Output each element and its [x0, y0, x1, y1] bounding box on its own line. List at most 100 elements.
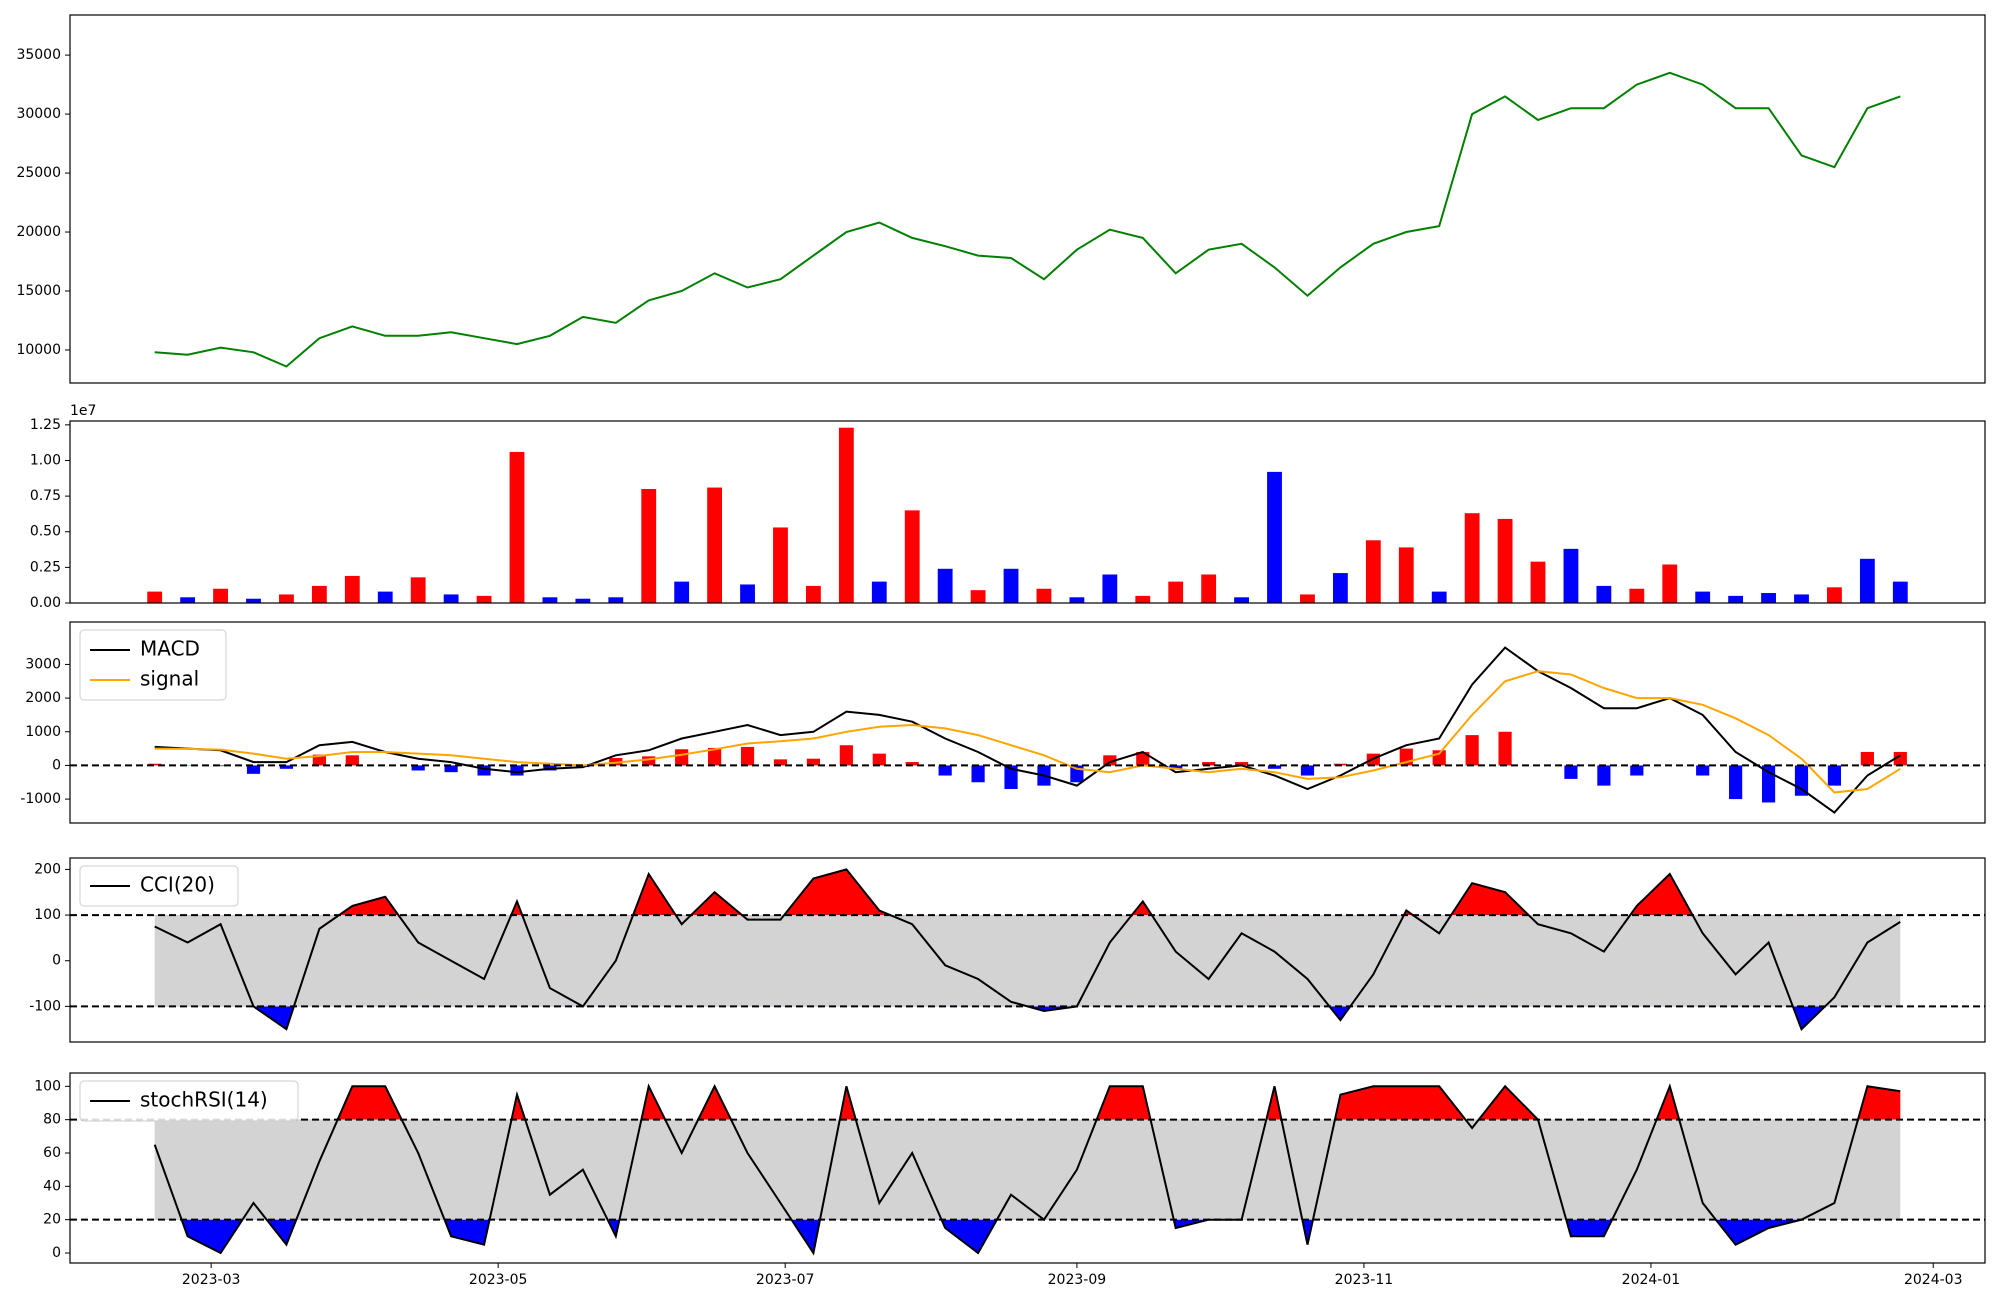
histogram-bar	[1136, 751, 1150, 766]
histogram-bar	[1696, 765, 1710, 776]
y-tick-label: 100	[34, 1078, 61, 1094]
y-tick-label: 100	[34, 907, 61, 923]
histogram-bar	[411, 765, 425, 771]
y-tick-label: 80	[43, 1112, 61, 1128]
series-line	[154, 646, 1901, 814]
histogram-bar	[510, 765, 524, 776]
histogram-bar	[740, 746, 755, 766]
volume-bar	[1497, 518, 1513, 603]
legend: stochRSI(14)	[79, 1080, 299, 1122]
histogram-bar	[1564, 765, 1578, 779]
volume-bar	[871, 581, 887, 603]
volume-bar	[1300, 594, 1315, 603]
histogram-bar	[1267, 765, 1282, 769]
price-line	[154, 71, 1901, 368]
legend-box	[79, 629, 227, 701]
axes-frame	[69, 14, 1986, 384]
axes-frame	[69, 857, 1986, 1043]
y-tick-label: 25000	[16, 165, 61, 181]
y-tick-label: 20000	[16, 224, 61, 240]
histogram-bar	[642, 756, 656, 766]
histogram-bar	[839, 745, 853, 766]
volume-bar	[476, 595, 492, 603]
histogram-bar	[444, 765, 458, 773]
volume-bar	[1431, 591, 1447, 603]
histogram-bar	[477, 765, 491, 776]
volume-bar	[180, 597, 196, 603]
y-tick-label: 1000	[25, 724, 61, 740]
histogram-bar	[1893, 751, 1907, 766]
volume-bar	[641, 488, 657, 603]
volume-bar	[1530, 561, 1546, 603]
y-tick-label: 0.00	[30, 595, 61, 611]
legend-label: stochRSI(14)	[140, 1088, 268, 1112]
x-tick-label: 2024-01	[1622, 1272, 1681, 1288]
volume-bar	[1168, 581, 1184, 603]
volume-bar	[838, 427, 854, 603]
y-tick-label: 0.75	[30, 488, 61, 504]
x-tick-label: 2024-03	[1904, 1272, 1963, 1288]
overbought-fill	[337, 1086, 1901, 1120]
histogram-bar	[345, 755, 359, 766]
volume-bar	[1794, 594, 1809, 603]
y-tick-label: 1.00	[30, 452, 61, 468]
histogram-bar	[905, 762, 919, 766]
y-tick-label: 200	[34, 861, 61, 877]
volume-bar	[1662, 564, 1678, 603]
volume-bar	[246, 598, 261, 603]
volume-bar	[1036, 588, 1052, 603]
y-tick-label: -1000	[20, 791, 61, 807]
volume-bar	[1464, 513, 1480, 603]
volume-bar	[279, 594, 294, 603]
legend: CCI(20)	[79, 865, 239, 907]
y-tick-label: 1.25	[30, 417, 61, 433]
histogram-bar	[148, 763, 162, 766]
volume-bar	[1398, 547, 1414, 603]
volume-bar	[806, 585, 821, 603]
y-tick-label: 0	[52, 1245, 61, 1261]
y-tick-label: 0	[52, 757, 61, 773]
histogram-bar	[1202, 762, 1216, 766]
volume-bar	[1069, 597, 1085, 603]
histogram-bar	[1860, 751, 1874, 766]
volume-bar	[1563, 548, 1579, 603]
volume-bar	[1234, 597, 1249, 603]
volume-bar	[509, 451, 525, 603]
volume-bar	[1859, 558, 1875, 603]
legend-label: MACD	[140, 637, 200, 661]
volume-bar	[575, 598, 591, 603]
histogram-bar	[1465, 735, 1479, 766]
y-tick-label: 3000	[25, 656, 61, 672]
axes-frame	[69, 621, 1986, 824]
y-tick-label: 0.25	[30, 559, 61, 575]
volume-bar	[1201, 574, 1217, 603]
y-tick-label: 2000	[25, 690, 61, 706]
y-tick-label: 0.50	[30, 524, 61, 540]
histogram-bar	[213, 765, 228, 767]
y-tick-label: 35000	[16, 47, 61, 63]
series-line	[153, 1083, 1901, 1256]
x-tick-label: 2023-11	[1335, 1272, 1394, 1288]
volume-bar	[410, 577, 426, 603]
y-tick-label: -100	[29, 998, 61, 1014]
histogram-bar	[708, 747, 722, 766]
y-tick-label: 20	[43, 1212, 61, 1228]
volume-bar	[773, 527, 788, 603]
legend-label: signal	[140, 667, 199, 691]
volume-bar	[377, 591, 393, 603]
y-tick-label: 40	[43, 1178, 61, 1194]
axis-offset: 1e7	[70, 403, 96, 419]
volume-bar	[1332, 573, 1348, 603]
y-tick-label: 60	[43, 1145, 61, 1161]
y-tick-label: 30000	[16, 106, 61, 122]
volume-bar	[707, 487, 723, 603]
histogram-bar	[1300, 765, 1315, 776]
histogram-bar	[312, 754, 326, 766]
legend: MACD signal	[79, 629, 227, 701]
volume-bar	[213, 588, 228, 603]
volume-bar	[542, 597, 558, 603]
histogram-bar	[1597, 765, 1611, 786]
volume-bar	[937, 568, 953, 603]
histogram-bar	[246, 765, 261, 774]
